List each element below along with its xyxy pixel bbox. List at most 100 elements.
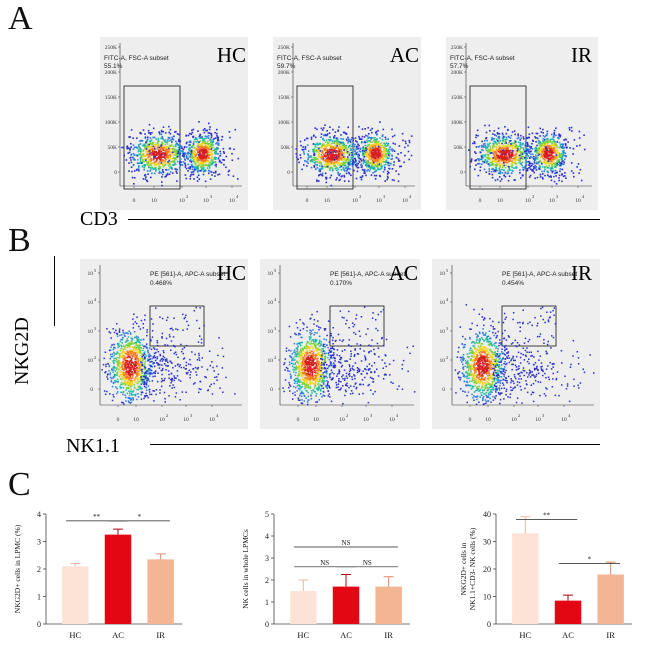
event-dot xyxy=(312,135,315,137)
event-dot xyxy=(389,152,391,155)
event-dot xyxy=(371,164,373,166)
event-dot xyxy=(168,140,171,142)
x-tick-exponent: 3 xyxy=(190,413,193,418)
event-dot xyxy=(555,151,558,154)
event-dot xyxy=(122,369,125,372)
event-dot xyxy=(336,154,339,157)
y-tick-label: 200K xyxy=(278,70,290,76)
event-dot xyxy=(219,153,222,155)
event-dot xyxy=(509,155,512,158)
event-dot xyxy=(207,132,210,134)
event-dot xyxy=(133,364,135,367)
event-dot xyxy=(175,154,177,156)
event-dot xyxy=(186,146,188,148)
event-dot xyxy=(495,152,498,155)
event-dot xyxy=(379,168,381,171)
event-dot xyxy=(504,175,507,178)
event-dot xyxy=(340,165,343,168)
event-dot xyxy=(120,355,122,358)
event-dot xyxy=(337,173,339,175)
event-dot xyxy=(376,143,378,145)
event-dot xyxy=(119,349,122,352)
event-dot xyxy=(299,140,302,143)
event-dot xyxy=(554,172,556,175)
event-dot xyxy=(113,365,115,368)
event-dot xyxy=(299,154,302,156)
event-dot xyxy=(328,163,330,166)
event-dot xyxy=(201,160,203,162)
event-dot xyxy=(548,150,550,153)
event-dot xyxy=(513,142,516,145)
event-dot xyxy=(495,158,497,161)
event-dot xyxy=(162,152,165,155)
event-dot xyxy=(144,314,146,317)
event-dot xyxy=(129,367,131,370)
event-dot xyxy=(125,351,127,353)
event-dot xyxy=(488,158,491,161)
event-dot xyxy=(187,163,190,166)
event-dot xyxy=(131,391,134,393)
event-dot xyxy=(188,166,191,169)
event-dot xyxy=(131,337,133,340)
event-dot xyxy=(578,172,580,174)
event-dot xyxy=(377,166,379,168)
event-dot xyxy=(105,363,107,366)
event-dot xyxy=(183,155,185,157)
event-dot xyxy=(117,365,119,367)
event-dot xyxy=(561,157,564,159)
event-dot xyxy=(498,149,500,151)
event-dot xyxy=(489,152,492,154)
event-dot xyxy=(152,127,155,130)
event-dot xyxy=(343,174,345,177)
event-dot xyxy=(507,159,510,162)
event-dot xyxy=(192,173,195,176)
event-dot xyxy=(141,375,143,377)
event-dot xyxy=(499,172,501,175)
event-dot xyxy=(556,150,559,152)
event-dot xyxy=(191,163,193,166)
event-dot xyxy=(544,156,547,159)
event-dot xyxy=(105,365,107,368)
event-dot xyxy=(329,155,332,157)
event-dot xyxy=(502,162,505,164)
event-dot xyxy=(372,153,375,156)
event-dot xyxy=(372,152,375,154)
event-dot xyxy=(506,158,508,160)
event-dot xyxy=(316,179,318,181)
event-dot xyxy=(554,169,557,172)
event-dot xyxy=(342,146,344,149)
event-dot xyxy=(307,150,310,152)
event-dot xyxy=(189,168,191,170)
event-dot xyxy=(533,159,536,162)
event-dot xyxy=(313,149,316,151)
event-dot xyxy=(200,162,202,164)
event-dot xyxy=(211,174,213,176)
event-dot xyxy=(160,129,163,132)
event-dot xyxy=(122,382,125,384)
event-dot xyxy=(507,158,509,160)
event-dot xyxy=(511,150,514,152)
event-dot xyxy=(138,144,140,146)
event-dot xyxy=(484,155,486,157)
event-dot xyxy=(208,128,211,131)
event-dot xyxy=(336,164,339,166)
event-dot xyxy=(312,148,314,151)
event-dot xyxy=(352,142,355,145)
event-dot xyxy=(511,146,513,148)
event-dot xyxy=(346,151,349,153)
event-dot xyxy=(375,156,377,158)
event-dot xyxy=(572,153,574,155)
event-dot xyxy=(501,139,504,142)
event-dot xyxy=(407,144,409,147)
event-dot xyxy=(468,149,470,151)
event-dot xyxy=(375,160,377,162)
event-dot xyxy=(204,154,206,156)
event-dot xyxy=(140,139,142,142)
event-dot xyxy=(213,148,216,151)
event-dot xyxy=(159,156,162,159)
event-dot xyxy=(565,144,567,146)
event-dot xyxy=(148,145,150,148)
event-dot xyxy=(377,168,379,170)
event-dot xyxy=(130,394,133,396)
event-dot xyxy=(488,124,491,127)
